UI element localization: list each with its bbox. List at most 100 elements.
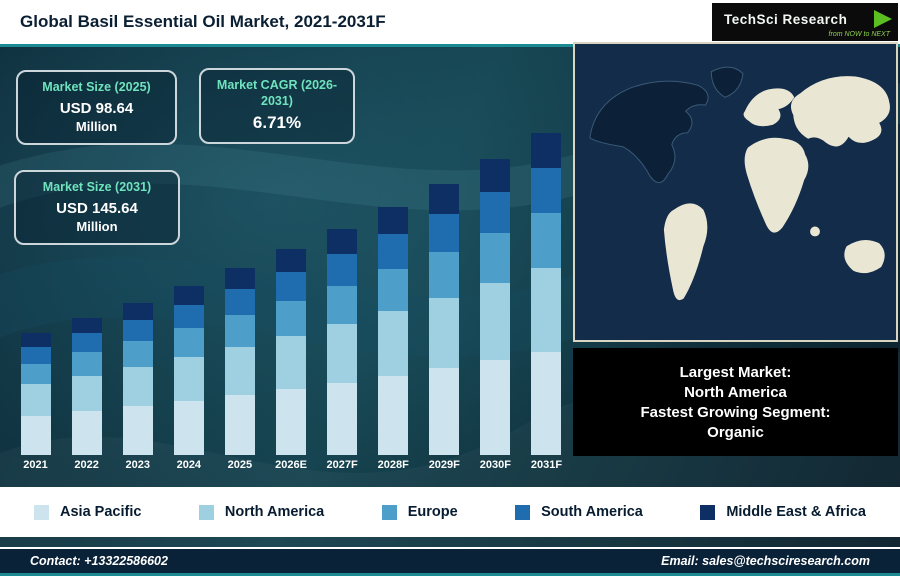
bar-column-2024: 2024: [163, 120, 214, 475]
legend-swatch-south-america: [515, 504, 531, 520]
continent-north-america: [589, 80, 709, 184]
bar-segment-asia-pacific-2023: [122, 406, 153, 455]
x-axis-label-2022: 2022: [74, 459, 99, 471]
x-axis-label-2029f: 2029F: [428, 459, 460, 471]
card-unit: Million: [75, 118, 118, 134]
world-map-panel: [573, 42, 898, 342]
legend-label-north-america: North America: [224, 504, 325, 520]
chart-bars-area: 2021 2022 2023 2024 2025 2026E 2027F 2028F 2029F…: [10, 120, 572, 475]
continent-asia: [790, 76, 890, 147]
logo-tagline: from NOW to NEXT: [828, 31, 890, 38]
bar-segment-north-america-2030f: [480, 283, 511, 361]
card-market-cagr: Market CAGR (2026-2031) 6.71%: [199, 68, 355, 145]
bar-segment-south-america-2025: [224, 288, 255, 315]
bar-2025: [224, 268, 255, 455]
continent-south-america: [663, 203, 708, 301]
bar-column-2028f: 2028F: [368, 120, 419, 475]
bar-2021: [20, 333, 51, 455]
bar-segment-south-america-2024: [173, 304, 204, 329]
bar-2026e: [276, 249, 307, 455]
page-title: Global Basil Essential Oil Market, 2021-…: [20, 12, 386, 31]
logo-arrow-icon: [874, 10, 892, 28]
world-map: [589, 66, 890, 301]
bar-segment-south-america-2027f: [327, 254, 358, 286]
bar-2022: [71, 318, 102, 455]
legend-swatch-middle-east-africa: [700, 504, 716, 520]
bar-segment-europe-2029f: [429, 251, 460, 298]
bar-column-2029f: 2029F: [419, 120, 470, 475]
bar-segment-middle-east-africa-2031f: [531, 132, 562, 169]
bar-segment-asia-pacific-2028f: [378, 375, 409, 455]
bar-segment-middle-east-africa-2030f: [480, 159, 511, 192]
fastest-segment-label: Fastest Growing Segment:: [640, 403, 831, 421]
legend-label-south-america: South America: [541, 504, 643, 520]
bar-column-2027f: 2027F: [317, 120, 368, 475]
bar-segment-middle-east-africa-2024: [173, 286, 204, 305]
bar-segment-middle-east-africa-2025: [224, 268, 255, 289]
bar-segment-europe-2031f: [531, 213, 562, 269]
legend-swatch-asia-pacific: [34, 504, 49, 520]
bar-column-2025: 2025: [214, 120, 265, 475]
bar-2027f: [327, 229, 358, 455]
bar-segment-south-america-2031f: [531, 168, 562, 214]
x-axis-label-2023: 2023: [125, 459, 150, 471]
bar-segment-europe-2028f: [378, 268, 409, 312]
legend-swatch-europe: [381, 504, 397, 520]
bar-segment-europe-2021: [20, 363, 51, 385]
x-axis-label-2021: 2021: [23, 459, 48, 471]
greenland: [710, 66, 744, 98]
legend-item-asia-pacific: Asia Pacific: [34, 504, 141, 520]
bar-segment-north-america-2023: [122, 366, 153, 407]
bar-segment-south-america-2028f: [378, 234, 409, 269]
bar-segment-asia-pacific-2027f: [327, 382, 358, 455]
bar-2029f: [429, 183, 460, 455]
contact-phone: Contact: +13322586602: [30, 554, 168, 568]
largest-market-value: North America: [684, 383, 787, 401]
bar-segment-europe-2024: [173, 328, 204, 358]
bar-segment-europe-2022: [71, 352, 102, 376]
bar-2023: [122, 303, 153, 455]
bar-segment-north-america-2025: [224, 346, 255, 396]
bar-segment-south-america-2023: [122, 319, 153, 342]
card-value: 6.71%: [252, 113, 302, 133]
legend-label-europe: Europe: [407, 504, 458, 520]
chart-legend: Asia Pacific North America Europe South Ame…: [0, 487, 900, 537]
x-axis-label-2030f: 2030F: [479, 459, 511, 471]
bar-segment-middle-east-africa-2027f: [327, 229, 358, 255]
bar-segment-middle-east-africa-2026e: [276, 249, 307, 272]
footer-bar: Contact: +13322586602 Email: sales@techs…: [0, 547, 900, 576]
bar-segment-europe-2025: [224, 314, 255, 347]
card-title: Market Size (2031): [42, 180, 152, 194]
card-title: Market CAGR (2026-2031): [216, 78, 338, 108]
bar-segment-asia-pacific-2025: [224, 395, 255, 455]
card-unit: Million: [76, 218, 118, 234]
bar-segment-europe-2026e: [276, 300, 307, 336]
techsci-logo: TechSci Research from NOW to NEXT: [712, 3, 898, 41]
bar-segment-asia-pacific-2031f: [531, 352, 562, 455]
header-bar: Global Basil Essential Oil Market, 2021-…: [0, 0, 900, 47]
bar-2031f: [531, 132, 562, 455]
bar-segment-asia-pacific-2024: [173, 400, 204, 455]
continent-europe: [743, 88, 795, 127]
bar-segment-middle-east-africa-2028f: [378, 206, 409, 235]
bar-segment-asia-pacific-2030f: [480, 360, 511, 455]
legend-item-north-america: North America: [198, 504, 325, 520]
x-axis-label-2028f: 2028F: [377, 459, 409, 471]
legend-item-south-america: South America: [515, 504, 643, 520]
bar-segment-south-america-2030f: [480, 191, 511, 233]
bar-segment-asia-pacific-2026e: [276, 389, 307, 455]
legend-item-middle-east-africa: Middle East & Africa: [700, 504, 866, 520]
bar-segment-europe-2027f: [327, 285, 358, 325]
bar-segment-south-america-2026e: [276, 271, 307, 301]
bar-segment-middle-east-africa-2023: [122, 303, 153, 320]
bar-segment-middle-east-africa-2021: [20, 333, 51, 347]
card-value: USD 98.64: [59, 99, 134, 117]
bar-2028f: [378, 206, 409, 455]
bar-segment-north-america-2031f: [531, 268, 562, 352]
continent-africa: [744, 137, 809, 233]
bar-segment-europe-2030f: [480, 232, 511, 284]
bar-column-2031f: 2031F: [521, 120, 572, 475]
bar-column-2022: 2022: [61, 120, 112, 475]
logo-brand-text: TechSci Research: [724, 12, 848, 27]
x-axis-label-2024: 2024: [176, 459, 202, 471]
